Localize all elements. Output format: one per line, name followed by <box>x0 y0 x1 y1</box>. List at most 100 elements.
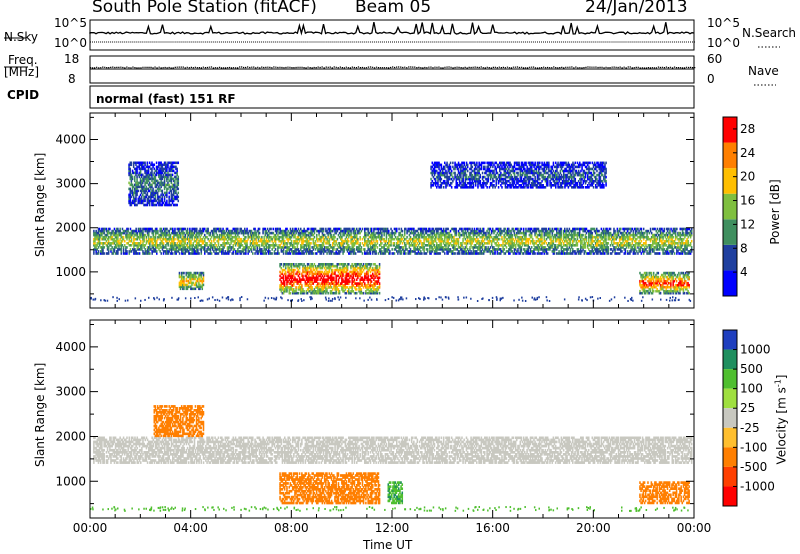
power-cell-0 <box>622 227 624 231</box>
power-cell-0 <box>111 252 113 255</box>
power-cell-0 <box>673 227 676 231</box>
power-cell-1 <box>152 191 154 195</box>
power-cell-0 <box>290 229 293 233</box>
power-cell-1 <box>134 199 136 203</box>
power-cell-0 <box>644 235 646 239</box>
power-cell-0 <box>639 246 642 249</box>
power-cell-0 <box>482 227 485 231</box>
power-cell-0 <box>190 233 192 237</box>
power-cell-0 <box>441 250 444 253</box>
power-cell-0 <box>181 250 183 253</box>
power-cell-0 <box>401 229 404 233</box>
power-cell-0 <box>538 231 541 235</box>
power-cell-0 <box>239 246 241 249</box>
power-cell-0 <box>552 242 555 245</box>
power-cell-0 <box>441 248 444 251</box>
power-cell-0 <box>552 237 555 241</box>
power-cell-0 <box>416 248 419 251</box>
power-cell-0 <box>296 239 299 243</box>
power-cell-0 <box>415 248 417 251</box>
power-cell-0 <box>649 246 652 249</box>
power-cell-1 <box>159 177 161 181</box>
power-cell-0 <box>231 237 233 241</box>
power-cell-0 <box>623 244 626 247</box>
power-cell-0 <box>537 239 540 243</box>
power-cell-0 <box>639 227 642 231</box>
power-cell-0 <box>256 250 259 253</box>
power-cell-0 <box>602 239 605 243</box>
power-cell-0 <box>392 244 395 247</box>
power-cell-0 <box>580 233 582 237</box>
power-cell-0 <box>633 248 636 251</box>
power-cell-0 <box>172 239 174 243</box>
power-cell-1 <box>168 197 170 201</box>
power-cell-0 <box>237 250 239 253</box>
power-cell-0 <box>218 237 221 241</box>
power-cell-0 <box>288 235 291 239</box>
power-cell-0 <box>513 248 516 251</box>
power-cell-0 <box>112 231 115 235</box>
power-cell-0 <box>119 237 121 241</box>
power-cell-0 <box>175 231 177 235</box>
power-cell-0 <box>609 233 612 237</box>
power-cell-0 <box>140 227 142 231</box>
power-cell-0 <box>161 246 164 249</box>
power-cell-0 <box>326 246 328 249</box>
power-cell-0 <box>218 248 221 251</box>
power-cell-1 <box>147 183 150 187</box>
power-cell-0 <box>145 250 148 253</box>
power-cell-1 <box>152 199 154 203</box>
power-cell-0 <box>636 242 638 245</box>
power-cell-0 <box>240 227 243 231</box>
power-cell-0 <box>560 229 563 233</box>
power-cell-1 <box>152 177 154 181</box>
power-cell-0 <box>545 248 548 251</box>
power-cell-0 <box>229 250 231 253</box>
power-cell-0 <box>191 233 193 237</box>
power-cell-0 <box>328 237 331 241</box>
power-cell-0 <box>94 237 96 241</box>
power-cell-0 <box>370 246 373 249</box>
power-cell-0 <box>522 242 525 245</box>
power-cell-0 <box>368 235 371 239</box>
power-cell-0 <box>111 237 113 241</box>
power-cell-0 <box>445 233 447 237</box>
power-cell-0 <box>649 252 652 255</box>
power-cell-1 <box>170 189 173 193</box>
power-cell-0 <box>417 252 420 255</box>
power-cell-1 <box>145 175 148 179</box>
power-cell-1 <box>168 201 170 205</box>
power-cell-0 <box>536 235 539 239</box>
power-cell-0 <box>545 252 548 255</box>
power-cell-0 <box>305 250 308 253</box>
power-cell-0 <box>628 227 630 231</box>
power-cell-1 <box>129 171 132 175</box>
power-cell-0 <box>330 237 333 241</box>
power-cell-0 <box>586 246 589 249</box>
power-cell-0 <box>194 229 197 233</box>
power-cell-0 <box>645 235 647 239</box>
power-cell-0 <box>180 248 182 251</box>
power-cell-0 <box>305 233 308 237</box>
power-cell-1 <box>129 183 132 187</box>
power-cell-0 <box>350 233 352 237</box>
power-cell-0 <box>106 244 109 247</box>
power-cell-0 <box>210 239 213 243</box>
power-cell-0 <box>526 248 528 251</box>
power-cell-0 <box>170 239 173 243</box>
power-cell-0 <box>222 237 224 241</box>
power-cell-0 <box>620 235 622 239</box>
power-cell-0 <box>97 231 100 235</box>
power-cell-0 <box>296 237 299 241</box>
power-cell-0 <box>388 248 390 251</box>
power-cell-0 <box>454 229 456 233</box>
power-cell-0 <box>642 248 645 251</box>
power-cell-0 <box>288 248 291 251</box>
power-cell-0 <box>270 244 272 247</box>
power-cell-0 <box>113 239 116 243</box>
power-cell-0 <box>398 250 400 253</box>
power-cell-0 <box>322 229 325 233</box>
power-cell-0 <box>228 252 230 255</box>
power-cell-0 <box>172 227 174 231</box>
power-cell-0 <box>482 235 485 239</box>
